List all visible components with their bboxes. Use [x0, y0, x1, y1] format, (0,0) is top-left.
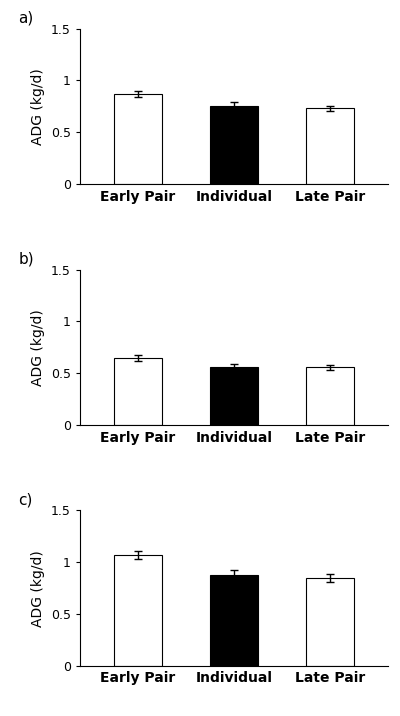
Y-axis label: ADG (kg/d): ADG (kg/d) [32, 309, 46, 386]
Text: a): a) [18, 11, 34, 26]
Bar [210, 367, 258, 425]
Bar [306, 579, 354, 666]
Text: c): c) [18, 493, 33, 508]
Bar [306, 108, 354, 184]
Y-axis label: ADG (kg/d): ADG (kg/d) [32, 550, 46, 626]
Bar [210, 107, 258, 184]
Bar [114, 555, 162, 666]
Y-axis label: ADG (kg/d): ADG (kg/d) [32, 68, 46, 145]
Text: b): b) [18, 251, 34, 266]
Bar [114, 94, 162, 184]
Bar [210, 575, 258, 666]
Bar [114, 357, 162, 425]
Bar [306, 367, 354, 425]
